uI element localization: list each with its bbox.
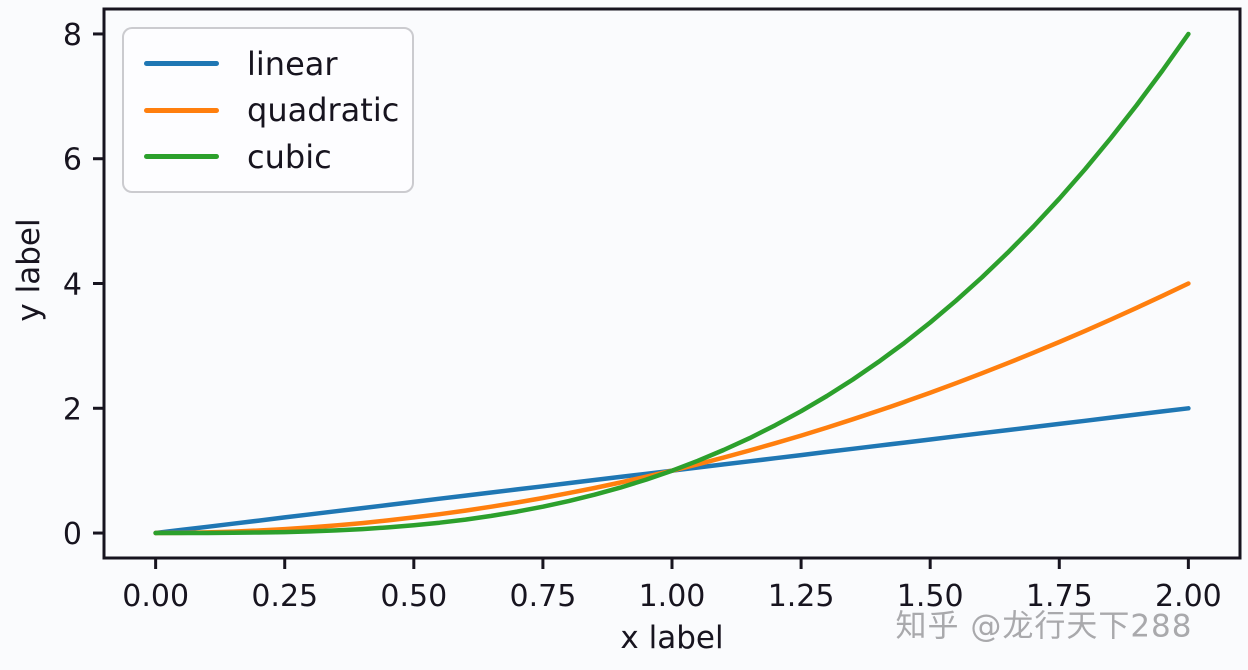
legend-item-cubic: cubic: [134, 141, 402, 173]
legend-item-linear: linear: [134, 48, 402, 80]
series-line-quadratic: [153, 281, 1191, 536]
legend-swatch-cubic: [144, 154, 219, 159]
x-tick-label: 0.00: [122, 579, 189, 614]
legend-item-quadratic: quadratic: [134, 94, 402, 126]
y-axis-label: y label: [11, 218, 47, 322]
x-tick-label: 2.00: [1155, 579, 1222, 614]
series-line-cubic: [153, 31, 1191, 536]
x-tick-label: 0.50: [380, 579, 447, 614]
x-tick-label: 1.00: [639, 579, 706, 614]
x-tick-label: 1.75: [1026, 579, 1093, 614]
legend-label-quadratic: quadratic: [247, 91, 400, 129]
y-tick-label: 4: [63, 268, 82, 303]
legend-swatch-quadratic: [144, 107, 219, 113]
x-axis-label: x label: [620, 620, 724, 656]
x-tick-label: 0.75: [510, 579, 577, 614]
legend-label-cubic: cubic: [247, 137, 332, 176]
legend-label-linear: linear: [247, 44, 338, 83]
y-tick-label: 0: [63, 517, 82, 552]
y-tick-label: 2: [63, 392, 82, 427]
watermark: 知乎 @龙行天下288: [895, 608, 1193, 645]
legend-swatch-linear: [144, 61, 219, 66]
x-tick-label: 0.25: [251, 579, 318, 614]
y-tick-label: 6: [63, 143, 82, 178]
x-tick-label: 1.25: [768, 579, 835, 614]
x-tick-label: 1.50: [897, 579, 964, 614]
y-tick-label: 8: [63, 18, 82, 53]
legend: linear quadratic cubic: [122, 27, 414, 193]
